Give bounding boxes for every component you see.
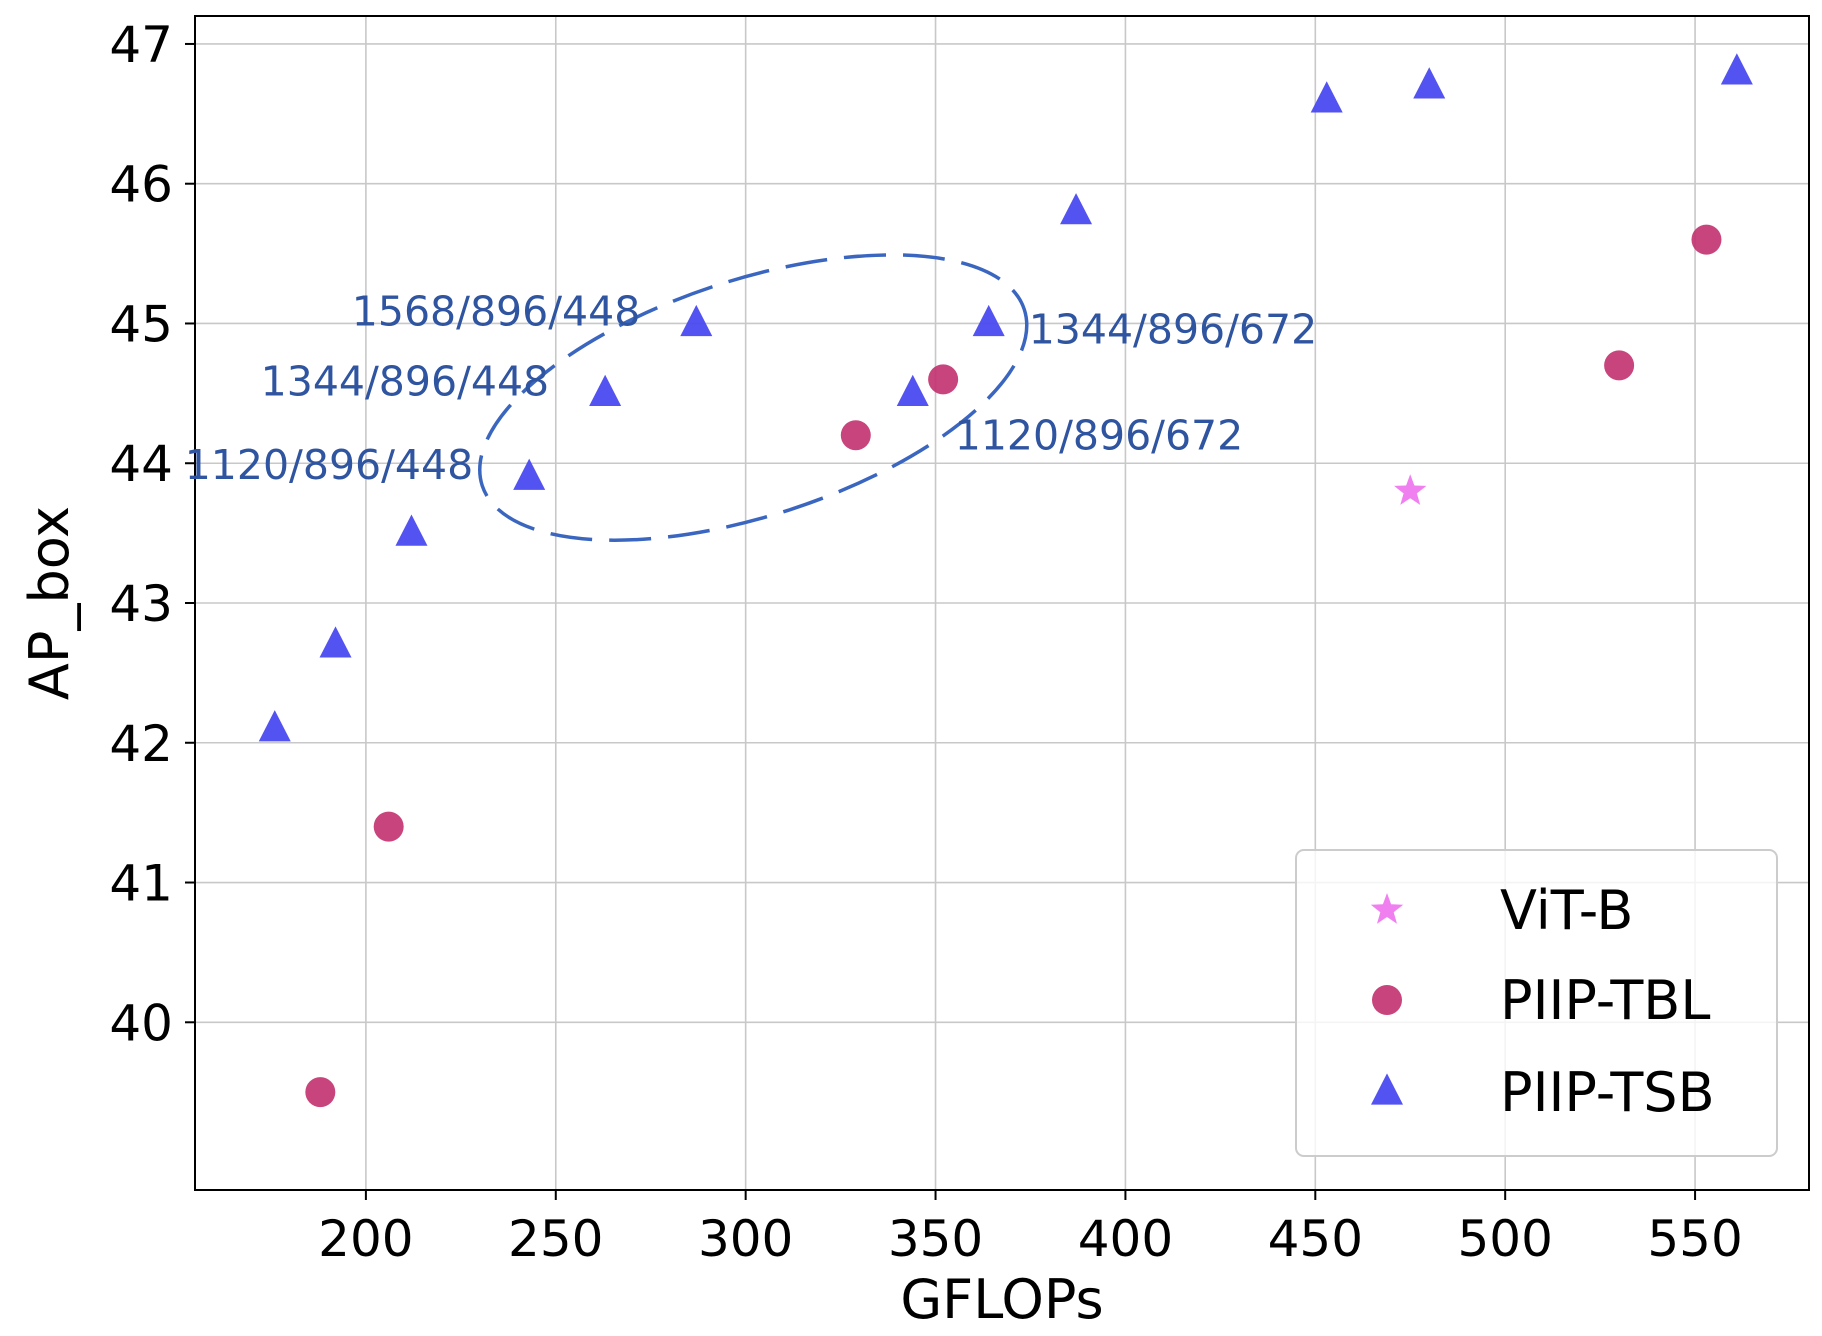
piip-tsb-point bbox=[896, 374, 929, 406]
y-tick-label: 43 bbox=[109, 575, 173, 633]
grid-lines bbox=[195, 16, 1809, 1190]
y-tick-label: 46 bbox=[109, 156, 173, 214]
legend-label: PIIP-TBL bbox=[1500, 969, 1710, 1032]
x-tick-label: 400 bbox=[1078, 1210, 1173, 1268]
y-tick-label: 44 bbox=[109, 435, 173, 493]
legend: ViT-B PIIP-TBL PIIP-TSB bbox=[1295, 849, 1778, 1157]
legend-label: ViT-B bbox=[1500, 879, 1633, 942]
x-tick-label: 300 bbox=[698, 1210, 793, 1268]
x-tick-label: 200 bbox=[318, 1210, 413, 1268]
y-axis-ticks: 40 41 42 43 44 45 46 47 bbox=[109, 16, 195, 1052]
piip-tsb-point bbox=[513, 458, 546, 490]
piip-tsb-point bbox=[680, 304, 713, 337]
legend-marker-star bbox=[1370, 893, 1404, 924]
piip-tsb-point bbox=[258, 710, 291, 742]
x-tick-label: 500 bbox=[1457, 1210, 1552, 1268]
legend-label: PIIP-TSB bbox=[1500, 1061, 1715, 1124]
piip-tbl-point bbox=[1604, 350, 1635, 381]
piip-tsb-point bbox=[1413, 67, 1446, 99]
point-annotations: 1568/896/448 1344/896/448 1120/896/448 1344… bbox=[185, 287, 1317, 489]
piip-tsb-point bbox=[589, 374, 622, 406]
piip-tbl-point bbox=[373, 811, 404, 842]
legend-box bbox=[1295, 849, 1778, 1157]
piip-tbl-point bbox=[1691, 224, 1722, 255]
y-tick-label: 47 bbox=[109, 16, 173, 74]
legend-marker-triangle bbox=[1371, 1073, 1403, 1105]
x-axis-title: GFLOPs bbox=[900, 1268, 1103, 1331]
y-tick-label: 45 bbox=[109, 295, 173, 353]
piip-tsb-point bbox=[1310, 81, 1343, 113]
piip-tsb-point bbox=[395, 514, 428, 546]
x-axis-ticks: 200 250 300 350 400 450 500 550 bbox=[318, 1190, 1743, 1268]
x-tick-label: 350 bbox=[888, 1210, 983, 1268]
point-annotation: 1568/896/448 bbox=[352, 287, 640, 335]
point-annotation: 1344/896/448 bbox=[261, 357, 549, 405]
y-axis-title: AP_box bbox=[18, 506, 81, 700]
piip-tsb-point bbox=[972, 304, 1005, 337]
point-annotation: 1120/896/672 bbox=[955, 411, 1243, 459]
legend-marker-circle bbox=[1372, 985, 1402, 1015]
piip-tbl-point bbox=[840, 420, 871, 451]
point-annotation: 1344/896/672 bbox=[1029, 305, 1317, 353]
vit-b-point bbox=[1394, 474, 1427, 505]
y-tick-label: 41 bbox=[109, 855, 173, 913]
y-tick-label: 42 bbox=[109, 715, 173, 773]
highlight-ellipse bbox=[478, 253, 1029, 542]
piip-tsb-point bbox=[319, 626, 352, 658]
highlight-ellipse-group bbox=[478, 253, 1029, 542]
x-tick-label: 550 bbox=[1647, 1210, 1742, 1268]
piip-tsb-point bbox=[1720, 53, 1753, 85]
piip-tbl-point bbox=[928, 364, 959, 395]
y-tick-label: 40 bbox=[109, 994, 173, 1052]
point-annotation: 1120/896/448 bbox=[185, 441, 473, 489]
data-points bbox=[258, 53, 1753, 1108]
x-tick-label: 250 bbox=[508, 1210, 603, 1268]
piip-tbl-point bbox=[305, 1077, 336, 1108]
piip-tsb-point bbox=[1060, 193, 1093, 225]
x-tick-label: 450 bbox=[1268, 1210, 1363, 1268]
